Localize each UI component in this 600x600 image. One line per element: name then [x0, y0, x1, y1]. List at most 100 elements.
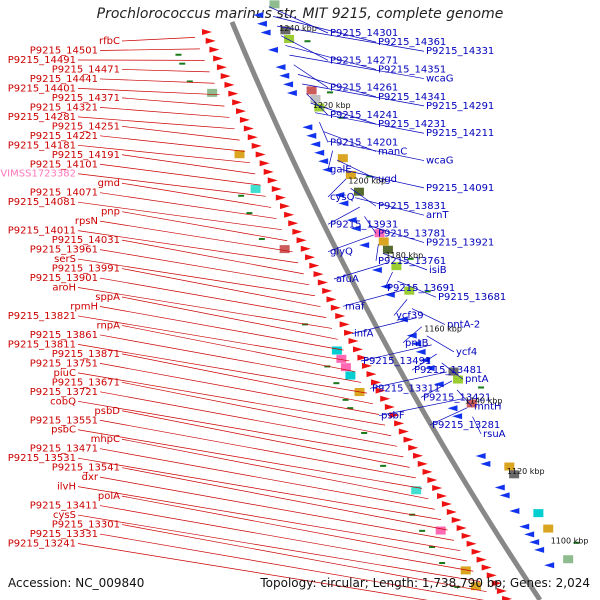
connector-line: [77, 315, 350, 362]
gene-label-left: rfbC: [99, 36, 120, 47]
gene-label-right: maf: [345, 301, 365, 312]
reverse-gene-arrow: [268, 46, 279, 53]
gene-label-right: afuA: [336, 274, 359, 285]
connector-line: [355, 197, 425, 216]
forward-gene-arrow: [296, 237, 307, 244]
connector-line: [121, 438, 429, 500]
feature-block: [345, 170, 356, 179]
connector-line: [99, 476, 454, 541]
forward-gene-arrow: [267, 177, 278, 184]
connector-line: [375, 244, 379, 261]
tick-mark: [366, 175, 373, 178]
gene-label-right: pntA: [465, 374, 489, 385]
kbp-tick-label: 1140 kbp: [465, 396, 503, 405]
tick-mark: [246, 212, 253, 215]
feature-block: [466, 399, 477, 408]
forward-gene-arrow: [491, 580, 502, 587]
tick-mark: [419, 529, 426, 532]
connector-line: [306, 93, 329, 116]
tick-mark: [361, 431, 368, 434]
connector-line: [121, 69, 210, 73]
feature-block: [509, 470, 520, 479]
forward-gene-arrow: [259, 160, 270, 167]
reverse-gene-arrow: [260, 29, 271, 36]
reverse-gene-arrow: [275, 64, 286, 71]
forward-gene-arrow: [389, 412, 400, 419]
feature-block: [382, 245, 393, 254]
connector-line: [121, 154, 256, 175]
gene-label-left: P9215_14321: [30, 102, 98, 113]
forward-gene-arrow: [344, 329, 355, 336]
gene-label-left: P9215_13751: [30, 358, 98, 369]
connector-line: [429, 407, 468, 426]
gene-label-right: infA: [354, 329, 374, 340]
connector-line: [319, 122, 329, 143]
gene-label-right: P9215_14301: [330, 28, 398, 39]
connector-line: [323, 131, 377, 152]
connector-line: [310, 102, 377, 125]
gene-label-right: P9215_14241: [330, 110, 398, 121]
forward-gene-arrow: [412, 452, 423, 459]
gene-label-left: P9215_13551: [30, 415, 98, 426]
connector-line: [77, 543, 428, 600]
tick-mark: [429, 545, 436, 548]
connector-line: [327, 178, 347, 198]
reverse-gene-arrow: [286, 90, 297, 97]
connector-line: [121, 37, 196, 42]
tick-mark: [407, 257, 414, 260]
connector-line: [99, 419, 416, 479]
reverse-gene-arrow: [253, 12, 264, 19]
forward-gene-arrow: [216, 64, 227, 71]
connector-line: [441, 362, 464, 380]
gene-label-right: P9215_13931: [330, 219, 398, 230]
forward-gene-arrow: [422, 468, 433, 475]
feature-block: [453, 375, 464, 384]
gene-label-left: P9215_13411: [30, 501, 98, 512]
gene-label-right: mntH: [474, 402, 502, 413]
forward-gene-arrow: [471, 548, 482, 555]
feature-block: [310, 94, 321, 103]
reverse-gene-arrow: [318, 158, 329, 165]
tick-mark: [258, 238, 265, 241]
feature-block: [279, 245, 290, 254]
reverse-gene-arrow: [420, 356, 431, 363]
connector-line: [402, 326, 423, 344]
tick-mark: [186, 80, 193, 83]
gene-label-left: P9215_14251: [52, 121, 120, 132]
feature-block: [234, 150, 245, 159]
gene-label-left: P9215_14011: [8, 226, 76, 237]
gene-label-left: P9215_13811: [8, 339, 76, 350]
connector-line: [99, 220, 293, 253]
gene-label-left: P9215_14031: [52, 235, 120, 246]
connector-line: [77, 116, 235, 130]
feature-block: [533, 509, 544, 518]
feature-block: [391, 262, 402, 271]
connector-line: [121, 211, 288, 242]
gene-label-left: P9215_14501: [30, 45, 98, 56]
connector-line: [99, 48, 200, 51]
forward-gene-arrow: [335, 313, 346, 320]
gene-label-right: P9215_14351: [378, 64, 446, 75]
feature-tracks: [175, 0, 580, 600]
forward-gene-arrow: [279, 203, 290, 210]
connector-line: [341, 169, 425, 189]
forward-gene-arrow: [384, 403, 395, 410]
forward-gene-arrow: [437, 493, 448, 500]
connector-line: [99, 78, 215, 84]
tick-mark: [304, 40, 311, 43]
connector-line: [99, 363, 380, 415]
gene-label-left: polA: [98, 491, 120, 502]
feature-block: [306, 86, 317, 95]
forward-gene-arrow: [284, 211, 295, 218]
reverse-gene-arrow: [306, 132, 317, 139]
gene-label-right: ycf39: [396, 310, 424, 321]
forward-gene-arrow: [305, 254, 316, 261]
reverse-gene-arrow: [534, 546, 545, 553]
forward-gene-arrow: [317, 279, 328, 286]
gene-label-left: P9215_13871: [52, 349, 120, 360]
gene-label-left: P9215_14191: [52, 150, 120, 161]
reverse-gene-arrow: [302, 124, 313, 131]
tick-mark: [454, 585, 461, 588]
forward-gene-arrow: [481, 564, 492, 571]
gene-label-right: glyQ: [330, 247, 353, 258]
